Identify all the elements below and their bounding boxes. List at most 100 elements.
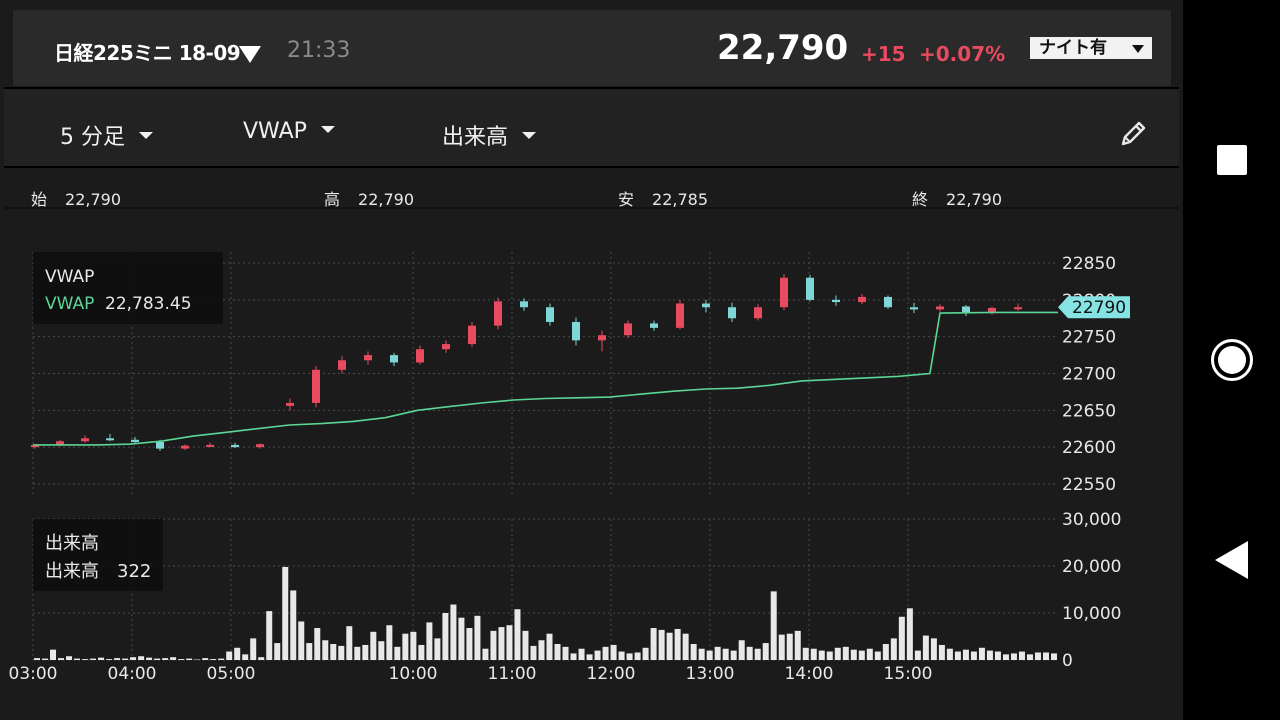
back-button[interactable] — [1215, 541, 1248, 579]
candle-body — [390, 355, 398, 363]
pencil-icon[interactable] — [1116, 117, 1150, 151]
divider — [4, 87, 1179, 89]
chevron-down-icon — [320, 125, 335, 133]
volume-bar — [386, 625, 393, 660]
volume-bar — [578, 648, 585, 660]
candle-body — [181, 445, 189, 449]
volume-bar — [802, 647, 809, 660]
volume-bar — [714, 646, 721, 660]
last-price-tag-label: 22790 — [1072, 298, 1126, 318]
volume-bar — [834, 647, 841, 660]
candle-body — [546, 307, 554, 322]
volume-bar — [914, 650, 921, 660]
volume-bar — [282, 566, 289, 660]
candle-body — [754, 307, 762, 319]
price-change: +15 — [861, 42, 906, 66]
volume-bar — [90, 658, 97, 660]
volume-bar — [210, 659, 217, 660]
volume-bar — [770, 591, 777, 660]
chevron-down-icon — [522, 131, 537, 139]
volume-bar — [994, 651, 1001, 660]
volume-bar — [450, 604, 457, 660]
price-chart[interactable]: 2285022800227502270022650226002255030,00… — [0, 0, 1183, 720]
volume-bar — [570, 653, 577, 660]
y-tick-label: 22700 — [1062, 365, 1116, 385]
volume-bar — [426, 622, 433, 660]
indicator-label: VWAP — [243, 119, 307, 144]
candle-body — [494, 301, 502, 326]
volume-bar — [666, 632, 673, 660]
x-tick-label: 03:00 — [9, 664, 58, 684]
candle-body — [231, 444, 239, 448]
volume-bar — [1002, 654, 1009, 660]
volume-bar — [346, 626, 353, 660]
volume-bar — [642, 647, 649, 660]
x-tick-label: 11:00 — [488, 664, 537, 684]
volume-bar — [498, 627, 505, 660]
volume-bar — [402, 633, 409, 660]
volume-bar — [82, 659, 89, 660]
volume-bar — [466, 628, 473, 660]
volume-bar — [682, 633, 689, 660]
candle-body — [572, 321, 580, 341]
volume-bar — [586, 654, 593, 660]
volume-bar — [890, 638, 897, 660]
candle-body — [858, 296, 866, 303]
y-tick-label: 22550 — [1062, 475, 1116, 495]
interval-label: 5 分足 — [60, 125, 125, 150]
volume-bar — [74, 658, 81, 660]
candle-body — [206, 444, 214, 447]
volume-bar — [674, 628, 681, 660]
volume-bar — [138, 656, 145, 660]
volume-bar — [370, 631, 377, 660]
volume-bar — [458, 617, 465, 660]
candle-body — [936, 306, 944, 310]
candle-body — [416, 349, 424, 363]
night-session-toggle[interactable]: ナイト有 — [1030, 37, 1152, 59]
candle-body — [312, 369, 320, 403]
volume-bar — [378, 641, 385, 660]
sub-indicator-selector[interactable]: 出来高 — [442, 119, 537, 151]
ohlc-high: 高 22,790 — [324, 186, 414, 210]
volume-bar — [978, 647, 985, 660]
volume-bar — [778, 634, 785, 660]
candle-body — [286, 402, 294, 406]
volume-bar — [1042, 652, 1049, 660]
home-button[interactable] — [1211, 339, 1253, 381]
candle-body — [1014, 307, 1022, 310]
volume-legend-title: 出来高 — [45, 533, 99, 554]
night-session-label: ナイト有 — [1039, 38, 1107, 58]
volume-bar — [146, 657, 153, 660]
x-tick-label: 13:00 — [686, 664, 735, 684]
interval-selector[interactable]: 5 分足 — [60, 119, 153, 151]
candle-body — [598, 335, 606, 341]
candle-body — [106, 438, 114, 441]
volume-bar — [986, 650, 993, 660]
recents-button[interactable] — [1217, 145, 1247, 175]
volume-bar — [274, 643, 281, 660]
volume-bar — [338, 645, 345, 660]
chart-toolbar: 5 分足 VWAP 出来高 — [4, 89, 1179, 166]
quote-header: 日経225ミニ 18-09 21:33 22,790 +15 +0.07% ナイ… — [13, 10, 1171, 86]
x-tick-label: 04:00 — [108, 664, 157, 684]
candle-body — [520, 301, 528, 308]
volume-bar — [290, 590, 297, 660]
volume-bar — [930, 638, 937, 660]
volume-bar — [162, 658, 169, 660]
volume-bar — [538, 640, 545, 660]
symbol-dropdown-icon[interactable] — [239, 46, 261, 63]
volume-bar — [954, 651, 961, 660]
symbol-selector[interactable]: 日経225ミニ 18-09 — [54, 41, 241, 65]
volume-bar — [66, 656, 73, 660]
indicator-selector[interactable]: VWAP — [243, 119, 335, 144]
volume-bar — [1018, 651, 1025, 660]
volume-bar — [690, 644, 697, 660]
vwap-legend-series: VWAP — [45, 294, 94, 314]
volume-bar — [490, 630, 497, 660]
volume-bar — [42, 658, 49, 660]
x-tick-label: 12:00 — [587, 664, 636, 684]
volume-bar — [898, 616, 905, 660]
volume-legend-box — [33, 519, 163, 591]
ohlc-close: 終 22,790 — [912, 186, 1002, 210]
volume-tick-label: 10,000 — [1062, 604, 1121, 624]
